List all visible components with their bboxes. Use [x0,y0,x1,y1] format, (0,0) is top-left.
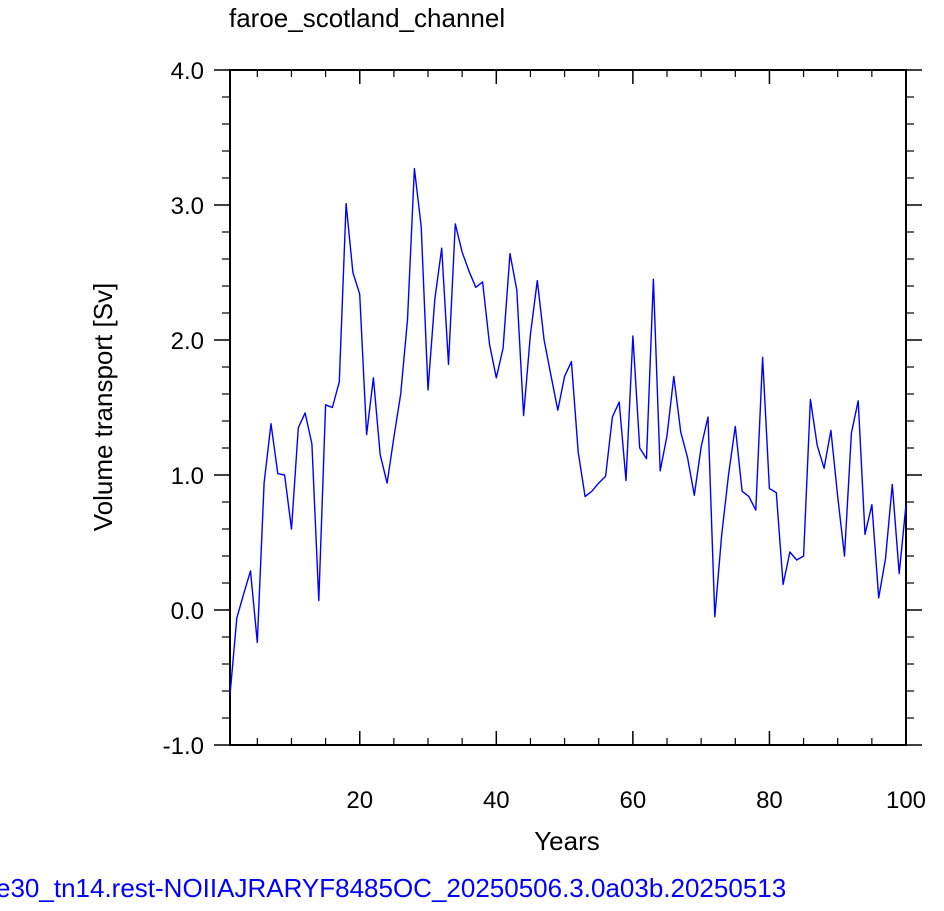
y-tick-label: 1.0 [171,463,204,490]
x-tick-label: 40 [483,787,510,814]
y-tick-label: 2.0 [171,328,204,355]
x-tick-label: 80 [756,787,783,814]
x-tick-label: 100 [886,787,926,814]
plot-border [229,69,907,746]
plot-area [229,69,907,746]
run-id-footer: e30_tn14.rest-NOIIAJRARYF8485OC_20250506… [0,873,786,903]
y-tick-label: -1.0 [163,733,204,760]
y-axis-label: Volume transport [Sv] [88,283,118,532]
x-axis-label: Years [534,826,600,856]
data-series [229,167,907,696]
y-tick-label: 4.0 [171,58,204,85]
series-line [229,167,907,696]
axis-tick-labels: 20 40 60 80 100 -1.0 0.0 1.0 2.0 3.0 4.0 [163,58,926,814]
x-tick-label: 20 [346,787,373,814]
x-tick-label: 60 [620,787,647,814]
axis-ticks [214,69,922,746]
y-tick-label: 3.0 [171,193,204,220]
chart-title: faroe_scotland_channel [229,3,505,33]
y-tick-label: 0.0 [171,598,204,625]
